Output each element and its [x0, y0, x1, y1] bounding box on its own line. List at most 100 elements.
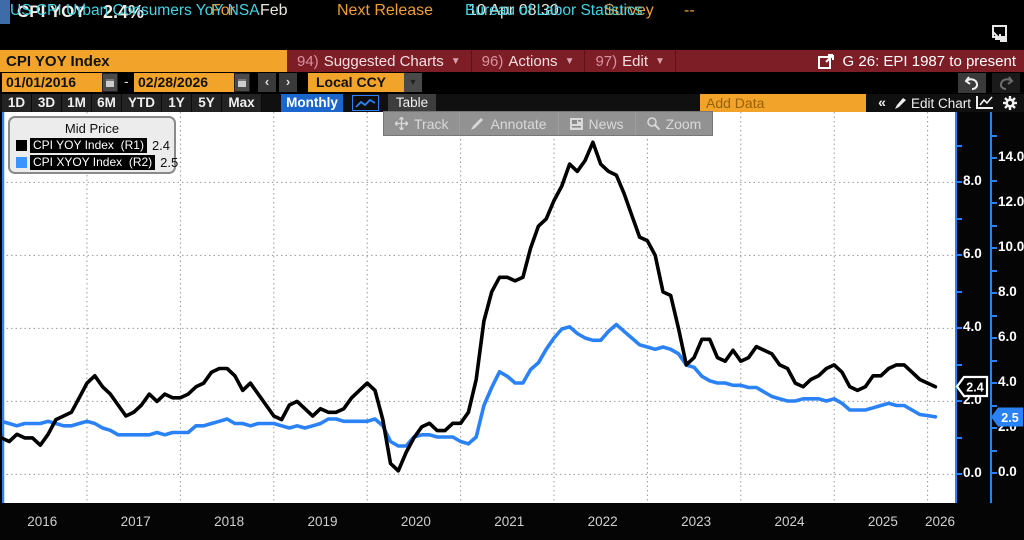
- survey-value: --: [684, 2, 695, 19]
- end-date-input[interactable]: 02/28/2026: [134, 73, 234, 92]
- x-axis-year-2017: 2017: [120, 514, 151, 529]
- currency-dropdown-arrow[interactable]: ▼: [404, 73, 422, 92]
- menu-items: 94) Suggested Charts ▼ 96) Actions ▼ 97) Edit ▼: [287, 50, 676, 72]
- range-back-button[interactable]: ‹: [258, 73, 276, 92]
- legend-value: 2.4: [151, 137, 171, 153]
- plot-background: [2, 112, 955, 503]
- axis-tick: [992, 269, 997, 272]
- chart-settings-icon[interactable]: [976, 95, 994, 110]
- x-axis-year-2022: 2022: [587, 514, 618, 529]
- x-axis-year-2026: 2026: [924, 514, 956, 529]
- end-date-calendar-icon[interactable]: [234, 73, 250, 92]
- legend-item-1[interactable]: CPI XYOY Index (R2) 2.5: [16, 154, 178, 170]
- svg-text:2.5: 2.5: [1001, 411, 1018, 425]
- legend-label: CPI YOY Index (R1): [30, 137, 147, 153]
- annotate-button[interactable]: Annotate: [460, 112, 559, 135]
- period-tab-max[interactable]: Max: [222, 94, 262, 112]
- x-axis-year-2016: 2016: [27, 514, 58, 529]
- axis-r2: 0.02.04.06.08.010.012.014.0: [990, 112, 1024, 503]
- chart-type-button[interactable]: [352, 95, 379, 111]
- security-description: US CPI Urban Consumers YoY NSA: [10, 2, 260, 19]
- menu-item-edit[interactable]: 97) Edit ▼: [585, 50, 676, 72]
- period-tab-6m[interactable]: 6M: [92, 94, 122, 112]
- axis-tick: [992, 359, 997, 362]
- axis-tick-label: 0.0: [963, 465, 982, 481]
- frequency-dropdown[interactable]: Monthly ▼: [281, 94, 343, 126]
- redo-button[interactable]: [992, 73, 1020, 93]
- axis-tick: [992, 157, 997, 159]
- period-tab-ytd[interactable]: YTD: [122, 94, 162, 112]
- command-menu-bar: CPI YOY Index 94) Suggested Charts ▼ 96) Act…: [0, 50, 1024, 72]
- zoom-button[interactable]: Zoom: [636, 112, 713, 135]
- axis-tick-label: 4.0: [998, 374, 1017, 389]
- series-line-cpi-xyoy-index: [2, 322, 938, 448]
- axis-tick: [992, 247, 997, 249]
- menu-item-suggested-charts[interactable]: 94) Suggested Charts ▼: [287, 50, 472, 72]
- x-axis-band: 2016 2017 2018 2019 2020 2021 2022 2023 2024 2025…: [0, 503, 1024, 540]
- start-date-calendar-icon[interactable]: [102, 73, 118, 92]
- security-ticker: CPI YOY: [17, 2, 86, 21]
- axis-tick: [957, 436, 962, 439]
- last-value-badge-r2: 2.5: [990, 406, 1024, 428]
- popout-window-icon[interactable]: [988, 24, 1010, 46]
- legend-swatch: [16, 156, 27, 168]
- chart-legend: Mid Price CPI YOY Index (R1) 2.4 CPI XYOY …: [8, 116, 178, 174]
- period-tab-1d[interactable]: 1D: [2, 94, 32, 112]
- axis-tick-label: 12.0: [998, 194, 1024, 209]
- add-data-input[interactable]: Add Data: [700, 94, 866, 112]
- edit-chart-button[interactable]: Edit Chart: [894, 94, 971, 112]
- axis-tick: [957, 290, 962, 293]
- currency-select[interactable]: Local CCY: [308, 73, 404, 92]
- collapse-panel-button[interactable]: «: [878, 94, 886, 110]
- axis-tick: [992, 314, 997, 317]
- axis-tick: [957, 327, 962, 330]
- menu-item-actions[interactable]: 96) Actions ▼: [472, 50, 586, 72]
- news-button[interactable]: News: [559, 112, 636, 135]
- chart-overlay-toolbar: Track Annotate News Zoom: [383, 111, 714, 136]
- axis-tick: [992, 134, 997, 137]
- x-axis-year-2021: 2021: [494, 514, 525, 529]
- axis-tick: [992, 472, 997, 474]
- track-button[interactable]: Track: [384, 112, 461, 135]
- axis-tick-label: 14.0: [998, 149, 1024, 164]
- undo-button[interactable]: [958, 73, 986, 93]
- data-source: Bureau of Labor Statistics: [465, 2, 643, 19]
- gear-icon[interactable]: [1002, 95, 1018, 111]
- legend-value: 2.5: [160, 154, 179, 170]
- axis-tick: [992, 224, 997, 227]
- chart-plot-area[interactable]: [2, 112, 955, 503]
- period-tab-3d[interactable]: 3D: [32, 94, 62, 112]
- legend-label: CPI XYOY Index (R2): [30, 154, 156, 170]
- security-input-field[interactable]: CPI YOY Index: [0, 50, 287, 72]
- period-tab-5y[interactable]: 5Y: [192, 94, 222, 112]
- next-release-value: 10 Apr 08:30: [468, 2, 559, 19]
- axis-tick-label: 0.0: [998, 464, 1017, 479]
- axis-tick: [957, 254, 962, 257]
- table-button[interactable]: Table: [388, 94, 436, 112]
- for-value: Feb: [260, 2, 288, 19]
- period-tab-1y[interactable]: 1Y: [162, 94, 192, 112]
- range-forward-button[interactable]: ›: [279, 73, 297, 92]
- survey-label: Survey: [604, 2, 654, 19]
- period-tab-1m[interactable]: 1M: [62, 94, 92, 112]
- axis-tick: [992, 382, 997, 384]
- axis-tick: [957, 363, 962, 366]
- axis-tick-label: 8.0: [963, 173, 982, 189]
- legend-swatch: [16, 139, 27, 151]
- external-link-icon: [817, 53, 834, 69]
- gridlines: [2, 112, 955, 503]
- series-line-cpi-yoy-index: [2, 140, 938, 473]
- x-axis-year-2024: 2024: [774, 514, 805, 529]
- start-date-input[interactable]: 01/01/2016: [2, 73, 102, 92]
- x-axis-year-2020: 2020: [400, 514, 431, 529]
- chart-id-label: G 26: EPI 1987 to present: [842, 52, 1016, 70]
- chart-id-area[interactable]: G 26: EPI 1987 to present: [817, 50, 1016, 72]
- axis-tick-label: 6.0: [963, 246, 982, 262]
- axis-tick-label: 8.0: [998, 284, 1017, 299]
- pencil-icon: [895, 97, 906, 109]
- date-range-dash: -: [124, 73, 129, 89]
- for-label: For: [211, 2, 235, 19]
- legend-item-0[interactable]: CPI YOY Index (R1) 2.4: [16, 137, 171, 153]
